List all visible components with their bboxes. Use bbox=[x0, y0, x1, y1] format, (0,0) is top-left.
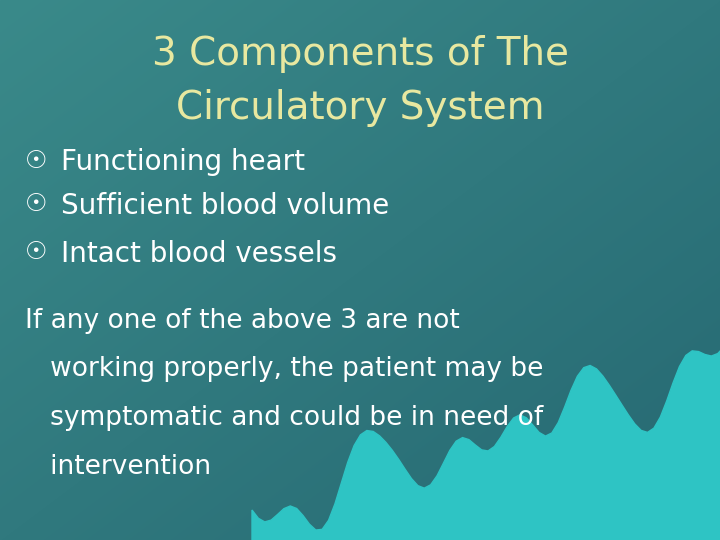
Text: ☉: ☉ bbox=[25, 192, 48, 215]
Text: Sufficient blood volume: Sufficient blood volume bbox=[61, 192, 390, 220]
Text: ☉: ☉ bbox=[25, 240, 48, 264]
Text: working properly, the patient may be: working properly, the patient may be bbox=[25, 356, 544, 382]
Polygon shape bbox=[252, 328, 720, 540]
Text: ☉: ☉ bbox=[25, 148, 48, 172]
Text: symptomatic and could be in need of: symptomatic and could be in need of bbox=[25, 405, 544, 431]
Text: 3 Components of The: 3 Components of The bbox=[151, 35, 569, 73]
Text: Circulatory System: Circulatory System bbox=[176, 89, 544, 127]
Text: Intact blood vessels: Intact blood vessels bbox=[61, 240, 337, 268]
Text: If any one of the above 3 are not: If any one of the above 3 are not bbox=[25, 308, 460, 334]
Text: intervention: intervention bbox=[25, 454, 212, 480]
Text: Functioning heart: Functioning heart bbox=[61, 148, 305, 177]
